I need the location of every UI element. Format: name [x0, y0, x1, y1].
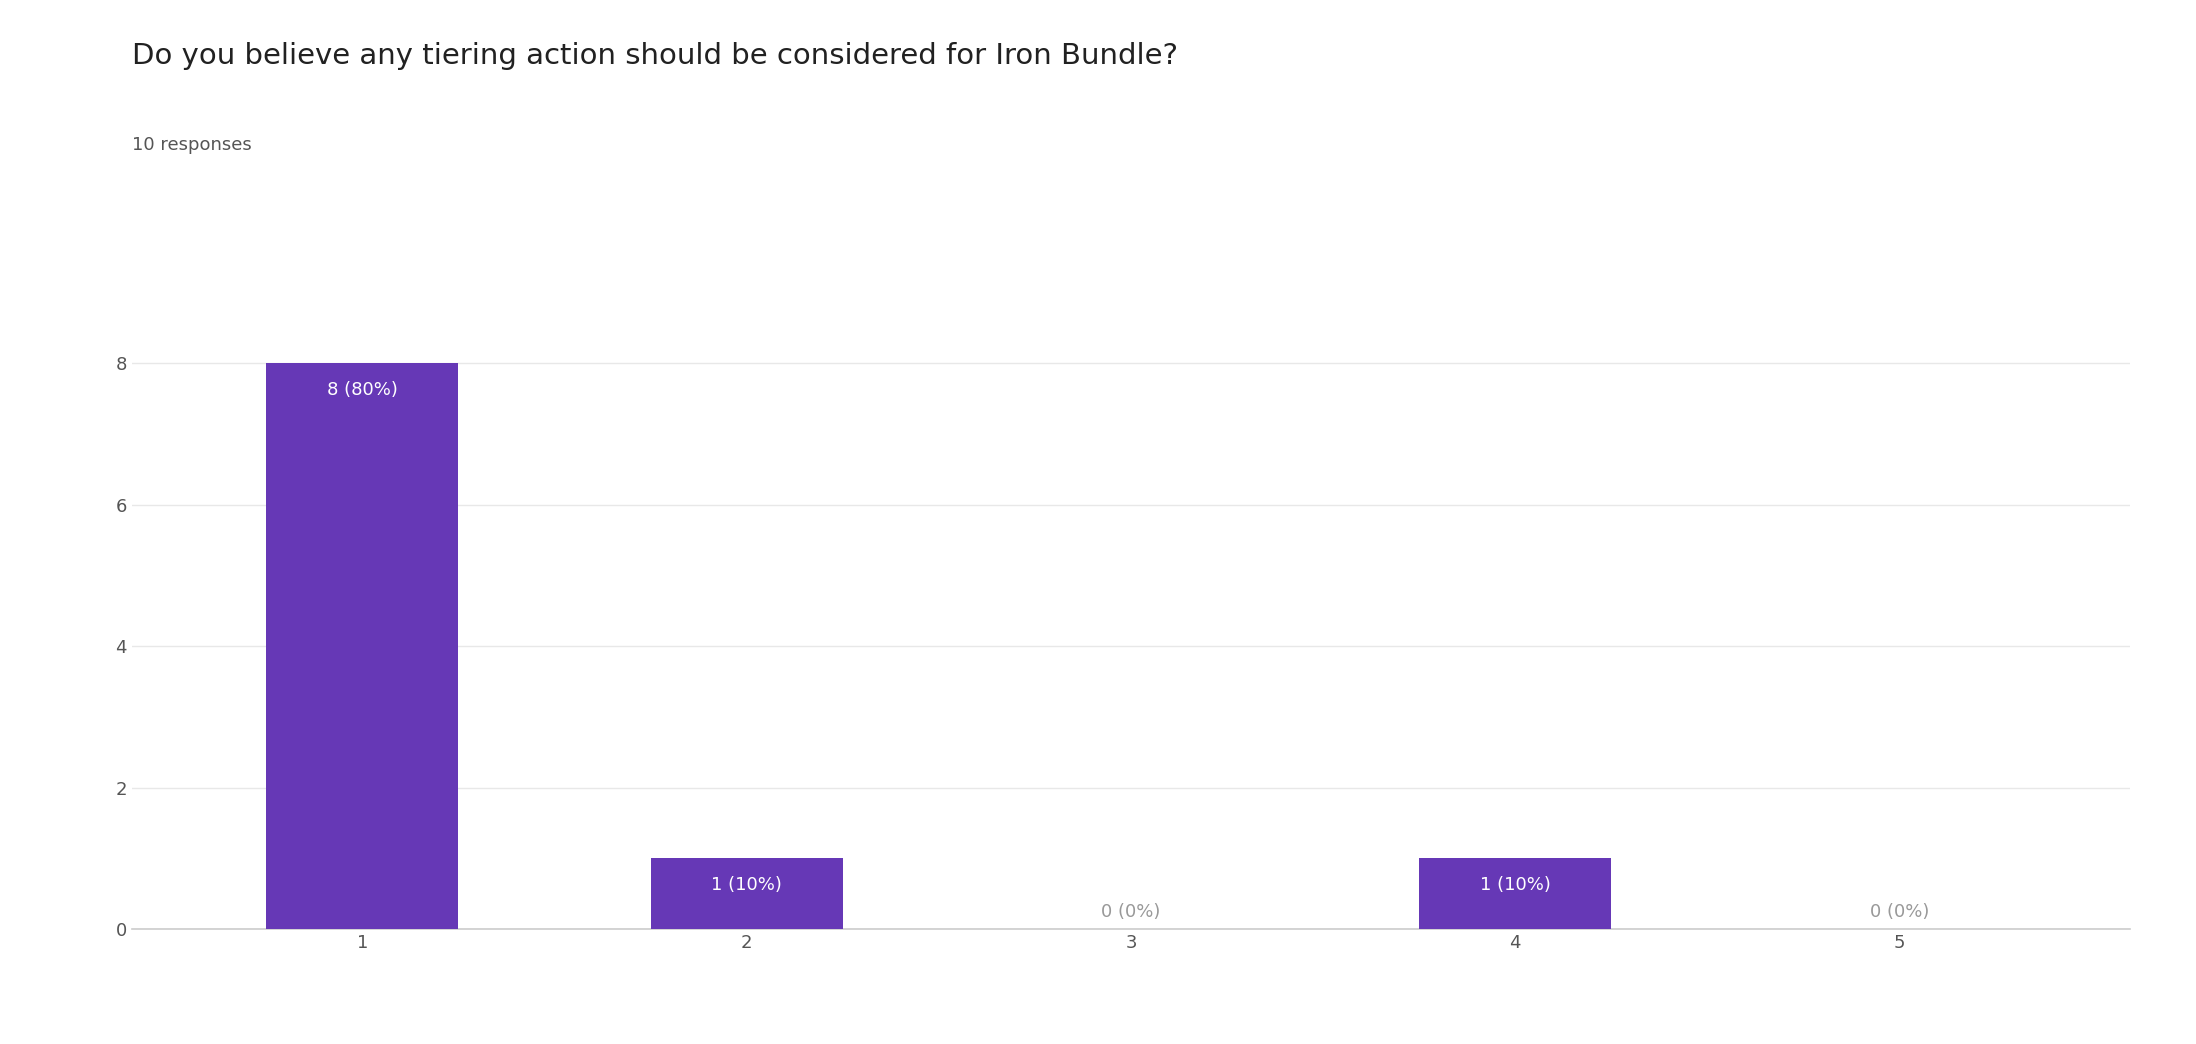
- Text: 1 (10%): 1 (10%): [712, 876, 782, 894]
- Bar: [650, 858, 843, 929]
- Text: 10 responses: 10 responses: [132, 136, 253, 153]
- Bar: [266, 363, 459, 929]
- Text: 8 (80%): 8 (80%): [327, 381, 397, 399]
- Text: 1 (10%): 1 (10%): [1480, 876, 1550, 894]
- Bar: [1419, 858, 1612, 929]
- Text: 0 (0%): 0 (0%): [1100, 903, 1162, 921]
- Text: 0 (0%): 0 (0%): [1869, 903, 1930, 921]
- Text: Do you believe any tiering action should be considered for Iron Bundle?: Do you believe any tiering action should…: [132, 42, 1177, 70]
